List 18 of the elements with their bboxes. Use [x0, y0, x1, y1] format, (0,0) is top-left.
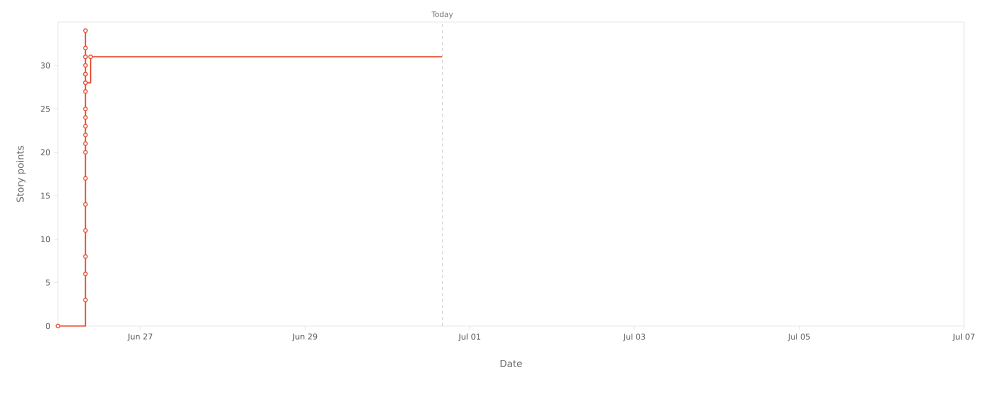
point: [83, 228, 88, 233]
point: [83, 298, 88, 302]
point: [83, 28, 88, 33]
point: [83, 63, 88, 68]
x-axis-title: Date: [500, 360, 522, 368]
point: [83, 202, 88, 207]
point: [83, 141, 88, 146]
point: [83, 89, 88, 94]
point: [83, 176, 88, 181]
y-axis-title: Story points: [16, 146, 26, 202]
point: [83, 272, 88, 276]
point: [83, 150, 88, 155]
point: [83, 46, 88, 50]
point: [83, 254, 88, 259]
point: [83, 124, 88, 129]
point: [83, 106, 88, 112]
point: [83, 115, 88, 120]
point: [83, 132, 88, 138]
